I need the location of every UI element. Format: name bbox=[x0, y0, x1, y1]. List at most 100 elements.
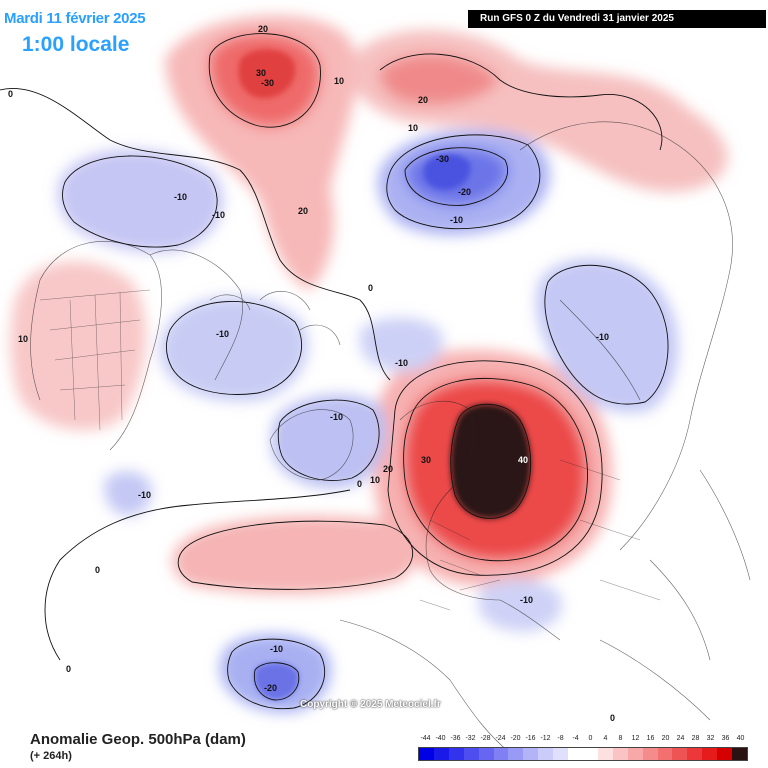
coastline-asia bbox=[519, 121, 733, 551]
contour-label: -10 bbox=[138, 490, 151, 500]
legend-swatch bbox=[702, 748, 718, 760]
legend-tick-label: -40 bbox=[435, 735, 446, 742]
contour-lines bbox=[0, 33, 669, 710]
positive-anomaly-atlantic bbox=[172, 516, 418, 594]
legend-swatch bbox=[463, 748, 479, 760]
legend-tick-label: 8 bbox=[618, 735, 623, 742]
map-title: Anomalie Geop. 500hPa (dam) bbox=[30, 731, 246, 748]
legend-swatch bbox=[508, 748, 524, 760]
contour-label: -20 bbox=[458, 187, 471, 197]
legend-tick-label: -28 bbox=[480, 735, 491, 742]
legend-tick-label: -36 bbox=[450, 735, 461, 742]
legend-swatch bbox=[642, 748, 658, 760]
legend-tick-label: -8 bbox=[557, 735, 564, 742]
border-us-states bbox=[69, 291, 123, 431]
contour-label: 10 bbox=[370, 475, 380, 485]
contour-label: -10 bbox=[212, 210, 225, 220]
legend-swatch bbox=[732, 748, 747, 760]
coastline-east-asia bbox=[649, 469, 751, 661]
contour-label: 40 bbox=[518, 455, 528, 465]
legend-swatch bbox=[523, 748, 539, 760]
legend-swatch bbox=[538, 748, 554, 760]
legend-swatch bbox=[478, 748, 494, 760]
negative-anomaly-core-peak bbox=[423, 154, 471, 190]
legend-tick-label: 0 bbox=[588, 735, 593, 742]
contour-line bbox=[62, 155, 218, 248]
coastline-greenland bbox=[269, 409, 354, 481]
contour-line bbox=[166, 301, 303, 395]
forecast-date: Mardi 11 février 2025 bbox=[4, 10, 146, 27]
contour-label: 20 bbox=[298, 206, 308, 216]
positive-anomaly-siberia-core bbox=[379, 53, 500, 105]
legend-swatch bbox=[687, 748, 703, 760]
border-europe bbox=[419, 519, 501, 611]
forecast-local-time: 1:00 locale bbox=[22, 33, 130, 56]
legend-swatch bbox=[717, 748, 733, 760]
legend-tick-label: 20 bbox=[661, 735, 670, 742]
contour-line bbox=[403, 377, 588, 562]
contour-line bbox=[177, 520, 413, 590]
contour-line bbox=[44, 489, 351, 661]
color-legend bbox=[418, 747, 748, 761]
political-borders bbox=[39, 289, 661, 611]
legend-swatch bbox=[582, 748, 598, 760]
contour-labels: 20 30 -30 10 20 10 -30 -20 -10 -10 -10 2… bbox=[8, 24, 615, 723]
contour-label: 0 bbox=[8, 89, 13, 99]
contour-label: -10 bbox=[174, 192, 187, 202]
contour-label: -30 bbox=[436, 154, 449, 164]
contour-line bbox=[227, 638, 326, 710]
model-run-banner: Run GFS 0 Z du Vendredi 31 janvier 2025 bbox=[468, 10, 766, 28]
coastlines bbox=[30, 121, 751, 761]
anomaly-fill bbox=[10, 15, 728, 713]
legend-swatch bbox=[672, 748, 688, 760]
legend-tick-label: 16 bbox=[646, 735, 655, 742]
contour-label: 0 bbox=[610, 713, 615, 723]
negative-anomaly-mediterranean bbox=[478, 579, 563, 632]
negative-anomaly-pacific-peak bbox=[254, 662, 299, 700]
contour-line bbox=[544, 264, 669, 405]
legend-tick-label: 12 bbox=[631, 735, 640, 742]
legend-swatch bbox=[419, 748, 434, 760]
legend-swatch bbox=[657, 748, 673, 760]
coastline-arctic-islands bbox=[209, 291, 341, 346]
legend-swatch bbox=[433, 748, 449, 760]
legend-swatch bbox=[612, 748, 628, 760]
legend-tick-label: -44 bbox=[420, 735, 431, 742]
contour-label: -10 bbox=[596, 332, 609, 342]
contour-line bbox=[387, 360, 603, 576]
contour-line bbox=[450, 403, 532, 519]
legend-tick-label: -32 bbox=[465, 735, 476, 742]
legend-swatch bbox=[493, 748, 509, 760]
legend-tick-label: 24 bbox=[676, 735, 685, 742]
border-asia bbox=[559, 459, 661, 601]
contour-label: 30 bbox=[256, 68, 266, 78]
contour-line bbox=[253, 662, 300, 701]
legend-tick-labels: -44 -40 -36 -32 -28 -24 -20 -16 -12 -8 -4 0 4 8 12 16 20… bbox=[418, 735, 748, 745]
contour-line bbox=[386, 134, 541, 230]
negative-anomaly-arctic-east bbox=[360, 317, 444, 372]
contour-label: 0 bbox=[66, 664, 71, 674]
negative-anomaly-atlantic-sw bbox=[104, 471, 152, 516]
contour-label: 20 bbox=[258, 24, 268, 34]
contour-label: 0 bbox=[357, 479, 362, 489]
contour-label: 20 bbox=[383, 464, 393, 474]
contour-line bbox=[404, 147, 509, 206]
legend-tick-label: 40 bbox=[736, 735, 745, 742]
contour-label: 0 bbox=[368, 283, 373, 293]
contour-label: -10 bbox=[216, 329, 229, 339]
copyright-text: Copyright © 2025 Meteociel.fr bbox=[300, 699, 441, 710]
forecast-lead-time: (+ 264h) bbox=[30, 750, 72, 762]
coastline-north-america bbox=[30, 241, 243, 451]
contour-label: -20 bbox=[264, 683, 277, 693]
legend-swatch bbox=[627, 748, 643, 760]
legend-tick-label: -20 bbox=[510, 735, 521, 742]
contour-label: -30 bbox=[261, 78, 274, 88]
contour-label: -10 bbox=[270, 644, 283, 654]
contour-line bbox=[277, 399, 380, 481]
positive-anomaly-usa bbox=[10, 261, 147, 431]
positive-anomaly-alaska-peak bbox=[238, 49, 296, 99]
coastline-europe bbox=[399, 400, 561, 641]
legend-tick-label: -24 bbox=[495, 735, 506, 742]
